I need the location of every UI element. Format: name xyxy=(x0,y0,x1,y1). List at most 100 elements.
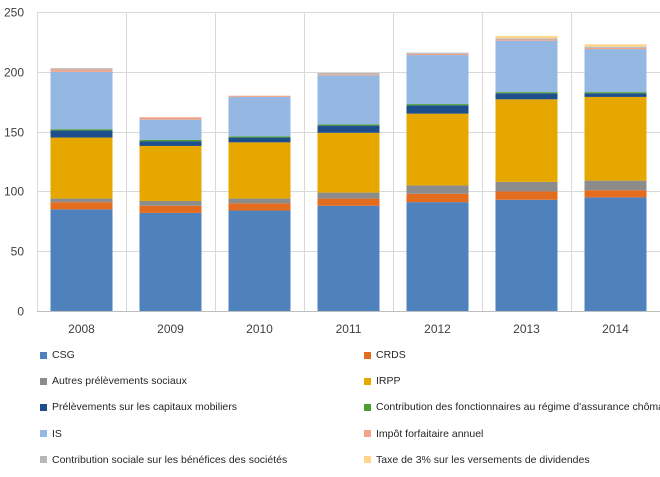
bar-segment xyxy=(228,96,291,137)
legend-label: Impôt forfaitaire annuel xyxy=(376,427,484,440)
bar-segment xyxy=(139,119,202,140)
bar-segment xyxy=(406,55,469,105)
bar-segment xyxy=(584,93,647,97)
bar-segment xyxy=(406,105,469,114)
bar-segment xyxy=(495,93,558,100)
legend-label: Contribution des fonctionnaires au régim… xyxy=(376,401,660,414)
stacked-bar-chart: 0 50 100 150 200 250 2008 2009 2010 2011 2012 2013 2… xyxy=(4,6,660,336)
bar-segment xyxy=(50,130,113,138)
bar-segment xyxy=(495,191,558,200)
bar-segment xyxy=(50,71,113,130)
x-tick-label: 2014 xyxy=(602,322,629,336)
bar-segment xyxy=(317,192,380,199)
legend-label: IS xyxy=(52,427,62,440)
legend-swatch xyxy=(364,377,371,385)
bar-segment xyxy=(50,68,113,70)
bar-segment xyxy=(317,75,380,125)
bar-segment xyxy=(406,193,469,203)
bar-segment xyxy=(406,185,469,194)
legend-item: IRPP xyxy=(364,368,660,394)
legend-item: Contribution sociale sur les bénéfices d… xyxy=(40,447,364,473)
bar-segment xyxy=(50,209,113,311)
legend-item: Contribution des fonctionnaires au régim… xyxy=(364,394,660,420)
bar-segment xyxy=(139,141,202,146)
bar-segment xyxy=(317,132,380,193)
legend-label: Prélèvements sur les capitaux mobiliers xyxy=(52,401,237,414)
legend-swatch xyxy=(364,456,371,464)
y-tick-label: 250 xyxy=(4,6,24,20)
bar-segment xyxy=(584,92,647,94)
bar-segment xyxy=(139,139,202,142)
bar-segment xyxy=(50,137,113,199)
bar-segment xyxy=(495,38,558,40)
x-tick-label: 2009 xyxy=(157,322,184,336)
bar-segment xyxy=(228,198,291,204)
legend-swatch xyxy=(364,351,371,359)
bar-segment xyxy=(584,190,647,198)
legend-label: IRPP xyxy=(376,375,401,388)
bar-segment xyxy=(139,145,202,201)
legend: CSG CRDS Autres prélèvements sociaux IRPP Pr… xyxy=(40,342,660,473)
bar-segment xyxy=(495,39,558,41)
legend-item: CSG xyxy=(40,342,364,368)
legend-label: CRDS xyxy=(376,349,406,362)
bar-segment xyxy=(584,197,647,311)
y-tick-label: 100 xyxy=(4,185,24,199)
legend-swatch xyxy=(40,403,47,411)
bar-segment xyxy=(495,40,558,93)
bar-segment xyxy=(584,49,647,93)
bar-segment xyxy=(584,180,647,191)
legend-swatch xyxy=(40,351,47,359)
legend-swatch xyxy=(40,456,47,464)
legend-label: Autres prélèvements sociaux xyxy=(52,375,187,388)
bar-segment xyxy=(228,142,291,199)
bar-segment xyxy=(317,74,380,76)
x-tick-label: 2012 xyxy=(424,322,451,336)
bar-segment xyxy=(406,202,469,311)
x-tick-label: 2008 xyxy=(68,322,95,336)
bar-segment xyxy=(50,129,113,131)
legend-item: Prélèvements sur les capitaux mobiliers xyxy=(40,394,364,420)
bar-segment xyxy=(228,210,291,311)
bar-segment xyxy=(584,47,647,50)
bar-segment xyxy=(139,205,202,213)
legend-label: Taxe de 3% sur les versements de dividen… xyxy=(376,453,590,466)
bar-segment xyxy=(50,198,113,203)
bar-segment xyxy=(317,125,380,133)
bar-segment xyxy=(495,92,558,94)
legend-item: Autres prélèvements sociaux xyxy=(40,368,364,394)
bar-segment xyxy=(139,212,202,311)
bar-segment xyxy=(584,96,647,181)
legend-swatch xyxy=(364,430,371,438)
x-tick-label: 2010 xyxy=(246,322,273,336)
bar-segment xyxy=(228,136,291,138)
y-tick-label: 0 xyxy=(17,305,24,319)
bar-segment xyxy=(495,35,558,39)
y-tick-label: 200 xyxy=(4,66,24,80)
bar-segment xyxy=(228,95,291,97)
bar-segment xyxy=(317,124,380,126)
legend-item: IS xyxy=(40,421,364,447)
bar-segment xyxy=(406,104,469,106)
bar-segment xyxy=(584,46,647,48)
bar-segment xyxy=(228,203,291,211)
legend-item: Impôt forfaitaire annuel xyxy=(364,421,660,447)
legend-swatch xyxy=(40,430,47,438)
legend-item: CRDS xyxy=(364,342,660,368)
legend-label: Contribution sociale sur les bénéfices d… xyxy=(52,453,288,466)
bar-segment xyxy=(406,52,469,54)
bar-segment xyxy=(495,181,558,192)
bar-segment xyxy=(50,202,113,210)
y-tick-label: 150 xyxy=(4,126,24,140)
bar-segment xyxy=(317,198,380,206)
bar-segment xyxy=(495,199,558,311)
y-tick-label: 50 xyxy=(11,245,25,259)
bar-segment xyxy=(406,113,469,186)
bar-segment xyxy=(317,205,380,311)
bar-segment xyxy=(139,200,202,206)
legend-item: Taxe de 3% sur les versements de dividen… xyxy=(364,447,660,473)
bar-segment xyxy=(406,53,469,56)
bar-segment xyxy=(139,117,202,120)
bar-segment xyxy=(228,137,291,143)
